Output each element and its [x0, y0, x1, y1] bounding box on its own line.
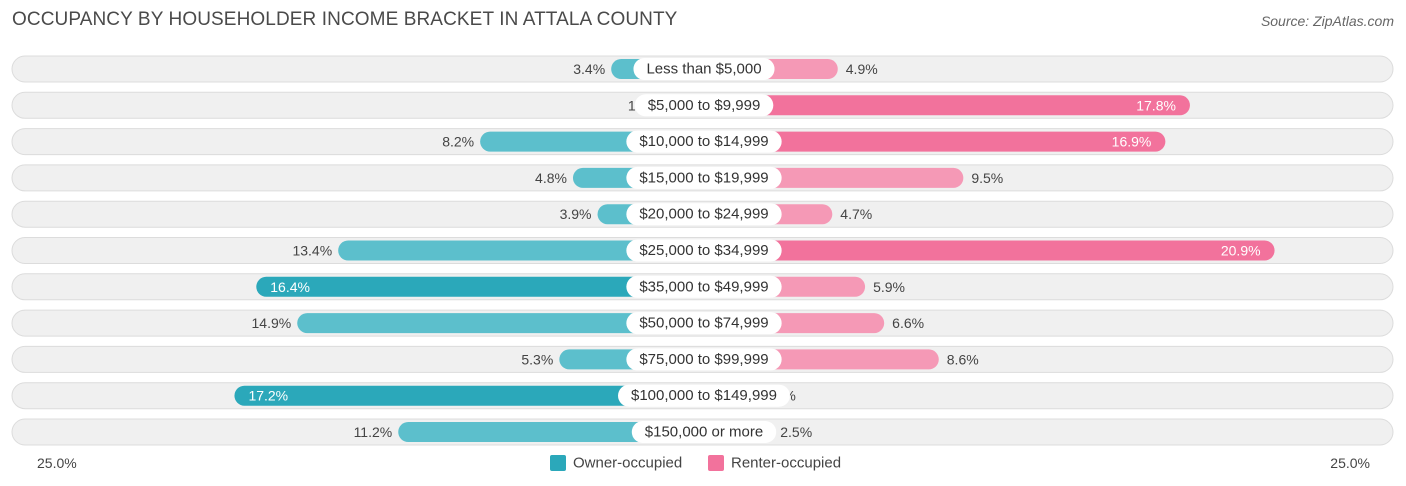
legend-swatch-renter	[708, 455, 724, 471]
category-label: $15,000 to $19,999	[639, 169, 768, 186]
category-label: $150,000 or more	[645, 424, 763, 441]
owner-value-label: 3.9%	[560, 206, 592, 222]
owner-bar	[234, 385, 704, 406]
category-pill	[631, 421, 777, 443]
category-label: $5,000 to $9,999	[648, 97, 761, 114]
legend-label-owner: Owner-occupied	[573, 455, 682, 472]
category-label: $20,000 to $24,999	[639, 206, 768, 223]
source-label: Source: ZipAtlas.com	[1260, 13, 1394, 29]
category-pill	[626, 312, 782, 335]
owner-value-label: 11.2%	[354, 424, 393, 440]
chart-title: OCCUPANCY BY HOUSEHOLDER INCOME BRACKET …	[12, 9, 678, 30]
category-label: $10,000 to $14,999	[639, 133, 768, 150]
category-pill	[618, 384, 790, 407]
owner-value-label: 16.4%	[270, 279, 310, 295]
category-pill	[626, 239, 782, 262]
category-label: Less than $5,000	[646, 61, 761, 78]
legend-swatch-owner	[550, 455, 566, 471]
owner-bar	[338, 240, 704, 261]
renter-bar	[704, 95, 1190, 116]
owner-value-label: 3.4%	[573, 61, 605, 77]
renter-value-label: 6.6%	[892, 315, 924, 331]
owner-value-label: 13.4%	[292, 243, 332, 259]
renter-bar	[704, 240, 1275, 261]
owner-bar	[398, 422, 704, 442]
category-pill	[634, 94, 774, 117]
renter-value-label: 8.6%	[947, 351, 979, 367]
renter-value-label: 4.9%	[846, 61, 878, 77]
axis-right-label: 25.0%	[1330, 455, 1370, 471]
category-label: $25,000 to $34,999	[639, 242, 768, 259]
category-pill	[626, 130, 782, 153]
legend-label-renter: Renter-occupied	[731, 455, 841, 472]
category-label: $100,000 to $149,999	[631, 387, 777, 404]
renter-value-label: 9.5%	[971, 170, 1003, 186]
owner-value-label: 14.9%	[252, 315, 292, 331]
category-label: $75,000 to $99,999	[639, 351, 768, 368]
axis-left-label: 25.0%	[37, 455, 77, 471]
renter-value-label: 5.9%	[873, 279, 905, 295]
owner-value-label: 4.8%	[535, 170, 567, 186]
category-pill	[633, 58, 775, 80]
renter-bar	[704, 131, 1166, 152]
renter-value-label: 4.7%	[840, 206, 872, 222]
renter-value-label: 17.8%	[1136, 97, 1176, 113]
owner-bar	[297, 313, 704, 334]
owner-value-label: 8.2%	[442, 134, 474, 150]
owner-bar	[256, 276, 704, 297]
owner-value-label: 17.2%	[248, 388, 288, 404]
category-label: $35,000 to $49,999	[639, 278, 768, 295]
category-pill	[626, 166, 782, 189]
renter-value-label: 20.9%	[1221, 243, 1261, 259]
category-pill	[626, 348, 782, 371]
renter-value-label: 2.5%	[780, 424, 812, 440]
category-pill	[626, 275, 782, 298]
owner-value-label: 5.3%	[521, 351, 553, 367]
renter-value-label: 16.9%	[1112, 134, 1152, 150]
category-pill	[626, 203, 782, 226]
category-label: $50,000 to $74,999	[639, 315, 768, 332]
